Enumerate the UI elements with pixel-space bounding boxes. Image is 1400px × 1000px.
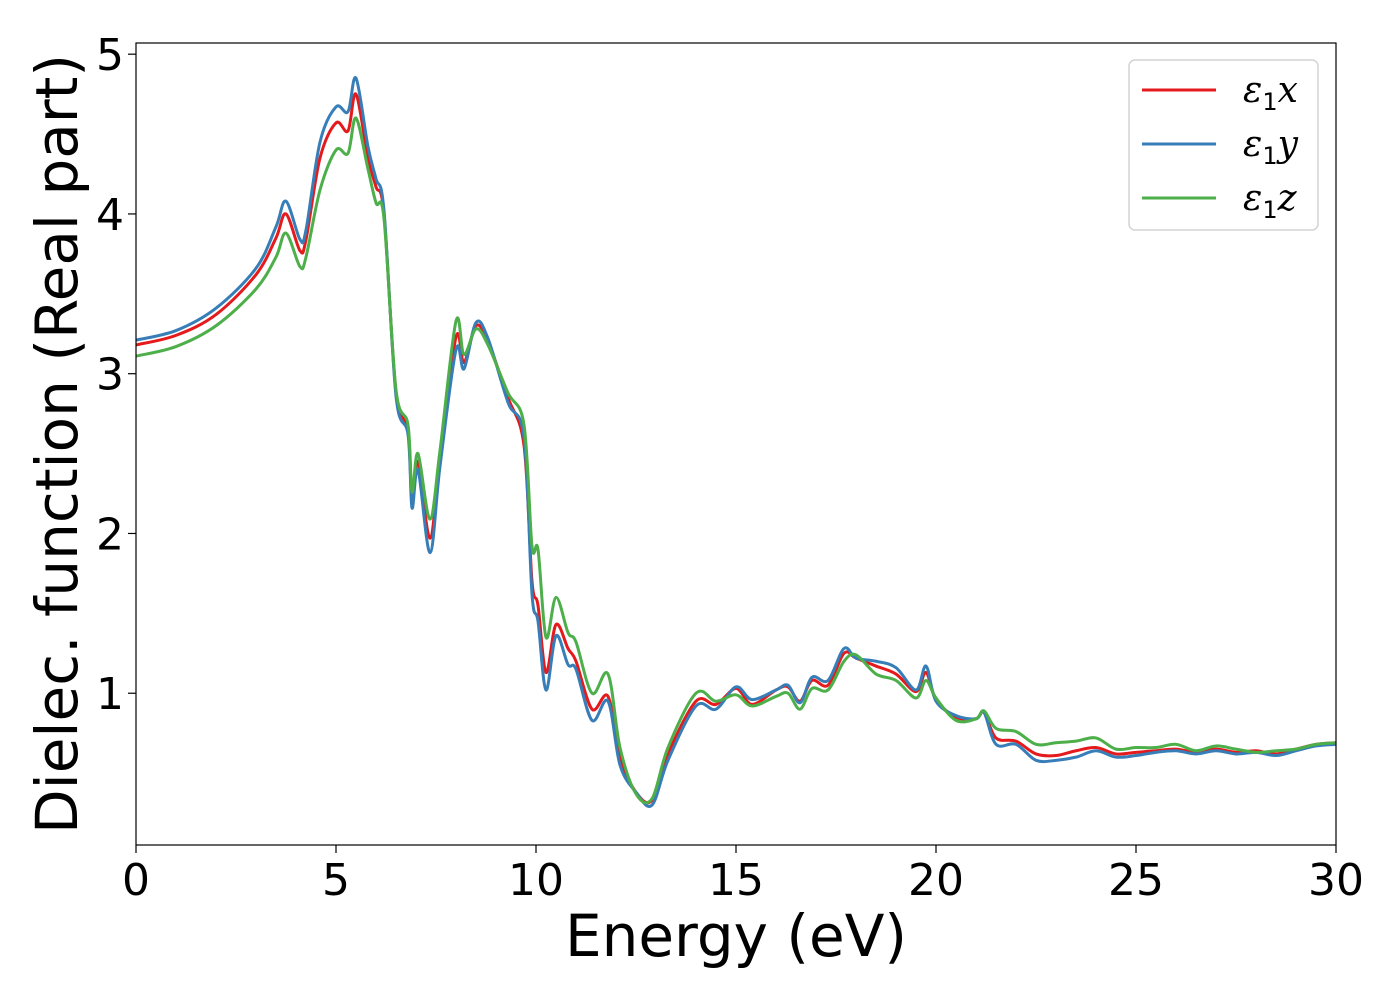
- y-tick-label: 5: [96, 30, 124, 81]
- x-tick-label: 25: [1108, 855, 1164, 906]
- y-tick-label: 1: [96, 669, 124, 720]
- x-tick-label: 5: [322, 855, 350, 906]
- legend: ε1x ε1y ε1z: [1128, 59, 1319, 231]
- y-axis-label: Dielec. function (Real part): [23, 54, 91, 834]
- legend-box: [1128, 59, 1319, 231]
- series-layer: [135, 76, 1337, 808]
- x-tick-label: 30: [1308, 855, 1364, 906]
- x-tick-label: 20: [908, 855, 964, 906]
- x-tick-label: 0: [122, 855, 150, 906]
- ticks-layer: 0 5 10 15 20 25 30 1 2 3 4 5: [96, 30, 1364, 906]
- legend-label-1: ε1x: [1243, 70, 1298, 116]
- y-tick-label: 2: [96, 509, 124, 560]
- legend-label-2: ε1y: [1243, 124, 1299, 170]
- x-tick-label: 15: [708, 855, 764, 906]
- series-line-3: [135, 116, 1337, 805]
- y-tick-label: 3: [96, 350, 124, 401]
- legend-label-3: ε1z: [1243, 178, 1298, 224]
- x-axis-label: Energy (eV): [565, 902, 907, 970]
- y-tick-label: 4: [96, 190, 124, 241]
- x-tick-label: 10: [508, 855, 564, 906]
